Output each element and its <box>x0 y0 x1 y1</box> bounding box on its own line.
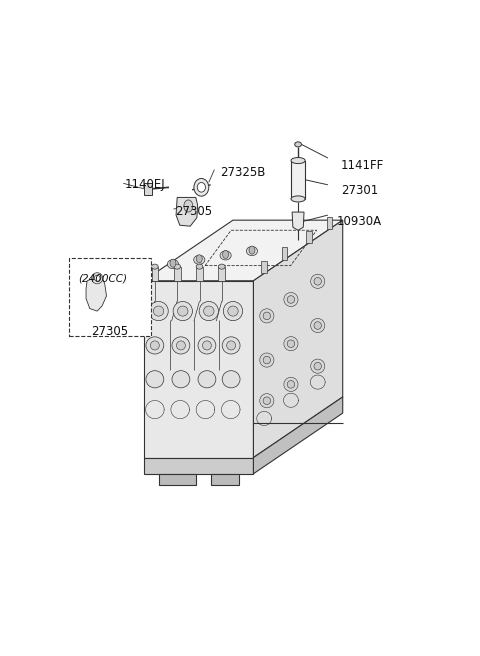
Ellipse shape <box>284 293 298 306</box>
Polygon shape <box>158 474 196 485</box>
Ellipse shape <box>314 362 322 370</box>
Ellipse shape <box>287 340 295 348</box>
Text: 27301: 27301 <box>341 184 378 197</box>
Polygon shape <box>282 247 288 260</box>
Ellipse shape <box>287 380 295 388</box>
Ellipse shape <box>194 255 205 264</box>
Polygon shape <box>144 458 253 474</box>
Polygon shape <box>176 197 198 226</box>
Text: (2400CC): (2400CC) <box>78 274 127 283</box>
Ellipse shape <box>173 302 192 321</box>
Ellipse shape <box>199 302 218 321</box>
Circle shape <box>223 251 228 258</box>
Polygon shape <box>86 276 107 311</box>
Polygon shape <box>196 266 203 281</box>
Ellipse shape <box>222 337 240 354</box>
Ellipse shape <box>172 371 190 388</box>
Ellipse shape <box>194 178 209 196</box>
Ellipse shape <box>246 247 258 256</box>
Ellipse shape <box>220 251 231 260</box>
Ellipse shape <box>263 397 271 405</box>
Polygon shape <box>174 266 180 281</box>
Ellipse shape <box>228 306 238 316</box>
Text: 1141FF: 1141FF <box>341 159 384 172</box>
Ellipse shape <box>222 371 240 388</box>
Ellipse shape <box>150 341 159 350</box>
Ellipse shape <box>196 264 203 269</box>
Ellipse shape <box>92 273 103 284</box>
Polygon shape <box>253 397 343 474</box>
Text: 27305: 27305 <box>92 325 129 338</box>
Ellipse shape <box>154 306 164 316</box>
Ellipse shape <box>198 337 216 354</box>
Ellipse shape <box>311 318 325 333</box>
Ellipse shape <box>284 337 298 351</box>
Ellipse shape <box>223 302 243 321</box>
Ellipse shape <box>291 196 305 202</box>
Ellipse shape <box>287 296 295 303</box>
Ellipse shape <box>198 371 216 388</box>
Ellipse shape <box>152 264 158 269</box>
Ellipse shape <box>227 341 236 350</box>
Ellipse shape <box>204 306 214 316</box>
Polygon shape <box>326 216 332 229</box>
Ellipse shape <box>168 260 179 269</box>
Polygon shape <box>144 281 253 458</box>
Ellipse shape <box>174 264 180 269</box>
Polygon shape <box>144 183 152 195</box>
Ellipse shape <box>172 337 190 354</box>
Ellipse shape <box>260 394 274 408</box>
Ellipse shape <box>314 277 322 285</box>
Circle shape <box>184 200 193 212</box>
Ellipse shape <box>311 359 325 373</box>
Circle shape <box>170 259 176 267</box>
Ellipse shape <box>197 182 205 192</box>
Ellipse shape <box>146 337 164 354</box>
Polygon shape <box>306 230 312 243</box>
Ellipse shape <box>146 371 164 388</box>
Text: 27305: 27305 <box>175 205 213 218</box>
Ellipse shape <box>284 377 298 392</box>
Circle shape <box>249 246 255 254</box>
Ellipse shape <box>218 264 225 269</box>
Ellipse shape <box>291 157 305 163</box>
Ellipse shape <box>149 302 168 321</box>
Text: 1140EJ: 1140EJ <box>125 178 166 192</box>
Polygon shape <box>218 266 225 281</box>
Polygon shape <box>292 212 304 230</box>
Ellipse shape <box>203 341 211 350</box>
Polygon shape <box>152 266 158 281</box>
Circle shape <box>196 255 202 263</box>
Ellipse shape <box>178 306 188 316</box>
Ellipse shape <box>263 356 271 364</box>
Text: 27325B: 27325B <box>220 166 265 178</box>
Ellipse shape <box>314 321 322 329</box>
Ellipse shape <box>95 276 100 281</box>
Polygon shape <box>262 261 267 274</box>
Polygon shape <box>211 474 239 485</box>
Ellipse shape <box>260 353 274 367</box>
Ellipse shape <box>263 312 271 319</box>
Ellipse shape <box>177 341 185 350</box>
Polygon shape <box>291 161 305 199</box>
Ellipse shape <box>260 309 274 323</box>
Ellipse shape <box>295 142 301 147</box>
Polygon shape <box>253 220 343 458</box>
Bar <box>69 258 151 337</box>
Ellipse shape <box>311 274 325 289</box>
Polygon shape <box>144 220 343 281</box>
Text: 10930A: 10930A <box>337 215 382 228</box>
